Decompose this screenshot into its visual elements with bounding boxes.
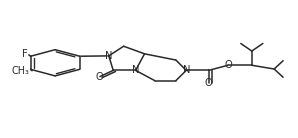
Text: O: O xyxy=(205,78,212,87)
Text: N: N xyxy=(132,65,139,75)
Text: O: O xyxy=(224,60,232,70)
Text: N: N xyxy=(105,51,113,61)
Text: O: O xyxy=(96,72,104,82)
Text: F: F xyxy=(22,49,28,59)
Text: CH₃: CH₃ xyxy=(12,66,30,76)
Text: N: N xyxy=(182,65,190,75)
